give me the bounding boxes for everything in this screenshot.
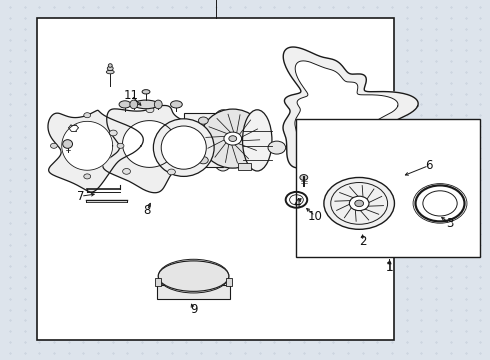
- Text: 10: 10: [308, 210, 322, 222]
- Ellipse shape: [243, 110, 272, 171]
- Bar: [157, 285, 230, 299]
- Ellipse shape: [142, 90, 150, 94]
- Circle shape: [84, 113, 91, 118]
- Ellipse shape: [198, 117, 208, 124]
- Bar: [184, 113, 223, 167]
- Circle shape: [168, 169, 175, 175]
- Ellipse shape: [201, 109, 265, 168]
- Circle shape: [84, 174, 91, 179]
- Text: 8: 8: [143, 204, 151, 217]
- Text: 4: 4: [294, 197, 301, 210]
- Ellipse shape: [324, 177, 394, 229]
- Ellipse shape: [165, 262, 222, 290]
- Ellipse shape: [300, 175, 308, 180]
- Circle shape: [349, 196, 369, 211]
- Circle shape: [146, 107, 154, 113]
- Ellipse shape: [172, 266, 215, 287]
- Ellipse shape: [107, 66, 113, 71]
- Bar: [37, 18, 394, 340]
- Circle shape: [182, 131, 190, 137]
- Ellipse shape: [108, 64, 112, 67]
- Bar: [226, 278, 232, 286]
- Bar: [155, 278, 161, 286]
- Text: 6: 6: [425, 159, 433, 172]
- Circle shape: [122, 168, 130, 174]
- Polygon shape: [122, 121, 176, 167]
- Bar: [238, 163, 251, 170]
- Polygon shape: [48, 110, 143, 192]
- Ellipse shape: [106, 70, 114, 74]
- Text: 1: 1: [386, 261, 393, 274]
- Bar: [296, 119, 480, 257]
- Ellipse shape: [154, 100, 162, 109]
- Ellipse shape: [268, 141, 286, 154]
- Polygon shape: [295, 61, 398, 153]
- Ellipse shape: [130, 100, 138, 109]
- Circle shape: [50, 143, 57, 148]
- Ellipse shape: [179, 269, 208, 283]
- Polygon shape: [283, 47, 418, 168]
- Circle shape: [224, 132, 242, 145]
- Circle shape: [117, 143, 124, 148]
- Ellipse shape: [153, 119, 214, 176]
- Ellipse shape: [184, 133, 194, 140]
- Text: 3: 3: [446, 217, 454, 230]
- Text: 2: 2: [359, 235, 367, 248]
- Polygon shape: [62, 121, 113, 170]
- Ellipse shape: [208, 110, 238, 171]
- Polygon shape: [103, 105, 212, 193]
- Ellipse shape: [161, 126, 206, 169]
- Ellipse shape: [198, 157, 208, 164]
- Text: 7: 7: [77, 190, 85, 203]
- Circle shape: [355, 200, 364, 207]
- Ellipse shape: [134, 100, 158, 109]
- Text: 9: 9: [190, 303, 197, 316]
- Ellipse shape: [158, 261, 229, 291]
- Ellipse shape: [185, 272, 202, 280]
- Circle shape: [109, 130, 117, 136]
- Ellipse shape: [171, 101, 182, 108]
- Ellipse shape: [63, 140, 73, 148]
- Text: 11: 11: [124, 89, 139, 102]
- Text: 1: 1: [386, 261, 393, 274]
- Ellipse shape: [158, 259, 229, 293]
- Circle shape: [229, 136, 237, 141]
- Ellipse shape: [119, 101, 131, 108]
